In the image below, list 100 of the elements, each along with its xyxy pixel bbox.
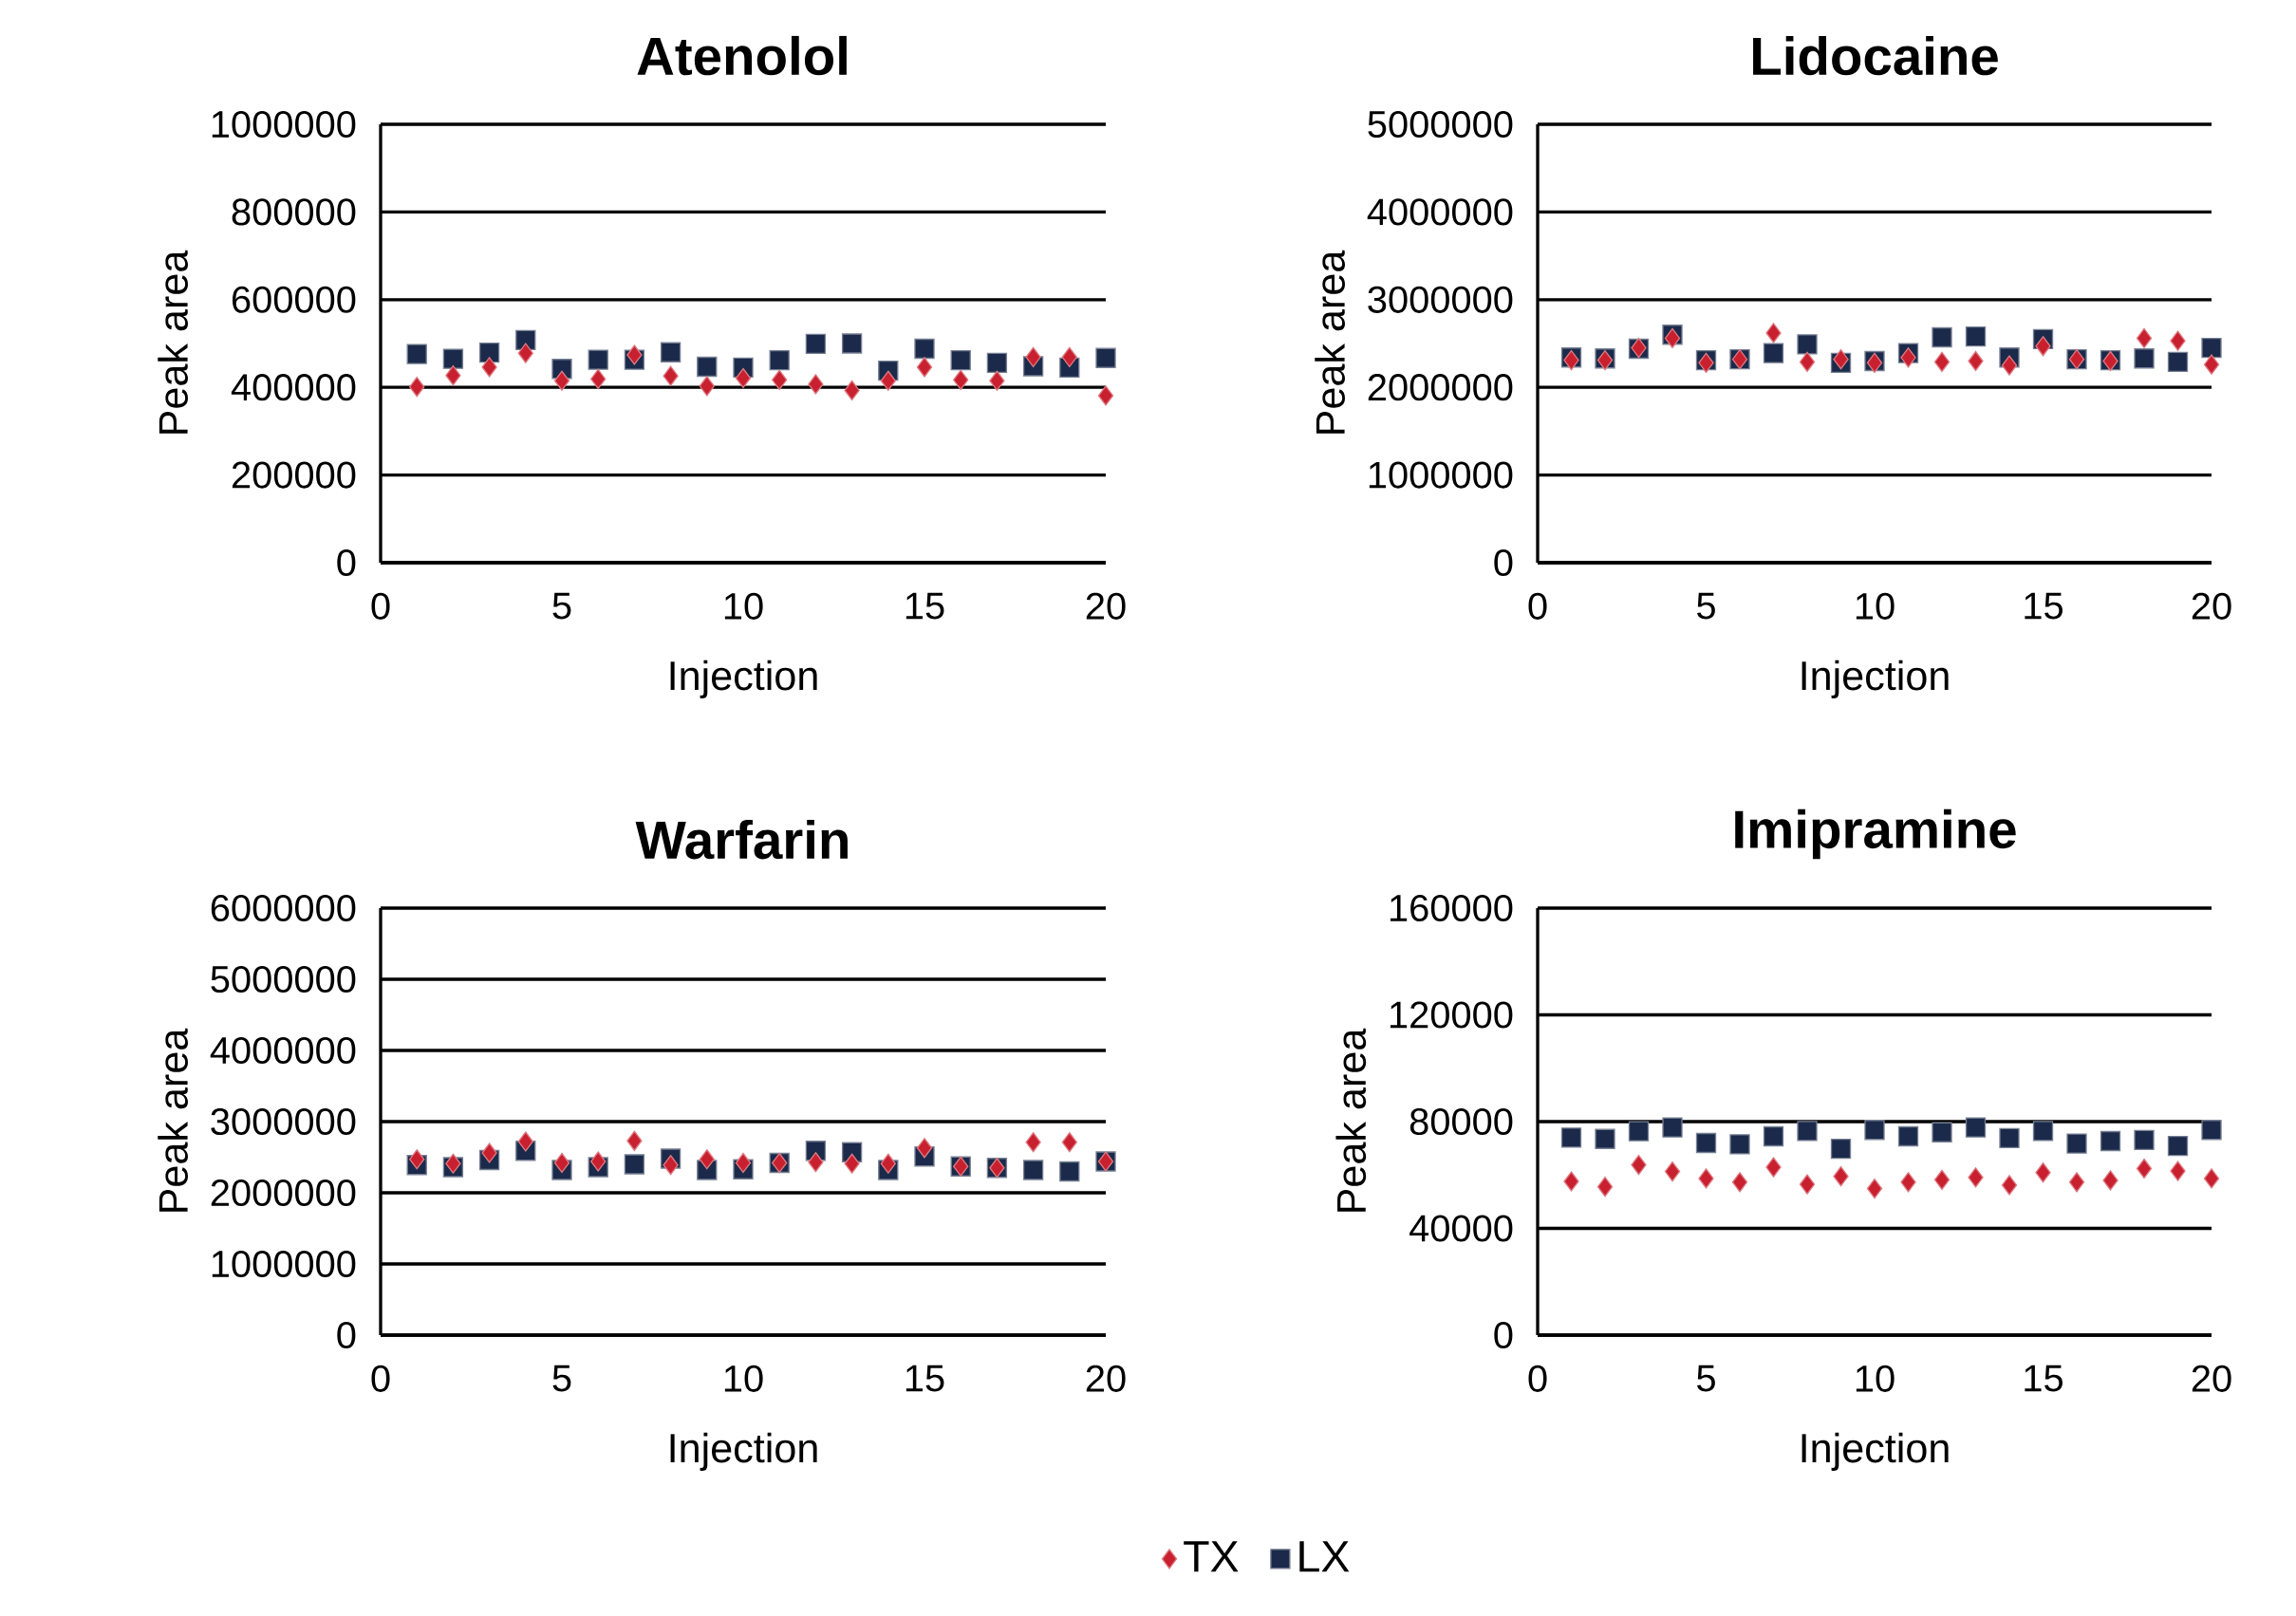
point [1061, 1132, 1077, 1153]
x-tick-label: 0 [1528, 592, 1547, 620]
point [2167, 351, 2189, 373]
point [1799, 351, 1816, 373]
point [1731, 1172, 1748, 1193]
point [1897, 1125, 1919, 1147]
point [1631, 1154, 1647, 1176]
y-tick-label: 4000000 [210, 1036, 356, 1065]
point [735, 1152, 752, 1174]
point [481, 1142, 497, 1163]
point [1563, 1171, 1579, 1192]
y-tick-label: 800000 [232, 198, 356, 226]
point [1933, 1169, 1951, 1190]
chart-title: Imipramine [1735, 808, 2016, 860]
point [445, 365, 461, 386]
point [2035, 1162, 2051, 1183]
point [1933, 351, 1951, 373]
point [1797, 1121, 1818, 1142]
point [1628, 1121, 1650, 1142]
point [697, 356, 718, 378]
point [1765, 323, 1782, 344]
point [2136, 1158, 2153, 1179]
point [2201, 337, 2222, 359]
point [2100, 1130, 2121, 1152]
y-tick-label: 0 [1494, 1321, 1513, 1349]
point [916, 357, 933, 378]
point [660, 342, 681, 362]
point [663, 365, 679, 386]
point [2167, 1135, 2189, 1157]
point [2066, 1133, 2087, 1154]
x-tick-label: 20 [2192, 1365, 2231, 1392]
chart-title: Lidocaine [1753, 35, 1998, 76]
point [553, 1152, 570, 1174]
y-tick-label: 120000 [1390, 1001, 1513, 1029]
point [478, 343, 500, 363]
point [626, 344, 643, 365]
y-tick-label: 1000000 [212, 1250, 356, 1278]
point [2102, 1170, 2119, 1191]
point [1965, 1117, 1987, 1138]
y-tick-label: 1000000 [212, 110, 356, 139]
point [1799, 1174, 1816, 1195]
point [1900, 1172, 1916, 1193]
x-tick-label: 20 [2192, 592, 2231, 620]
point [772, 369, 788, 391]
y-tick-label: 0 [337, 548, 356, 577]
chart-title: Atenolol [637, 35, 847, 76]
point [1866, 1178, 1883, 1199]
point [2170, 1161, 2186, 1181]
y-tick-label: 3000000 [1368, 286, 1513, 313]
x-axis-title: Injection [1801, 1432, 1949, 1471]
y-tick-label: 6000000 [211, 894, 356, 922]
y-axis-title: Peak area [158, 1028, 188, 1212]
point [1595, 1128, 1615, 1149]
x-tick-label: 0 [1528, 1365, 1547, 1392]
point [808, 1152, 824, 1173]
point [1968, 350, 1984, 372]
y-axis-title: Peak area [1335, 1028, 1367, 1212]
point [735, 367, 752, 389]
x-tick-label: 10 [1856, 592, 1895, 620]
x-tick-label: 15 [2025, 1365, 2063, 1392]
y-tick-label: 400000 [231, 374, 356, 401]
point [1097, 385, 1114, 406]
point [880, 370, 896, 391]
point [442, 348, 464, 369]
point [953, 369, 969, 391]
point [1864, 1120, 1885, 1141]
point [1729, 1134, 1750, 1155]
point [986, 352, 1008, 373]
y-tick-label: 40000 [1409, 1215, 1513, 1242]
y-tick-label: 2000000 [211, 1179, 356, 1207]
x-axis-title: Injection [1801, 659, 1949, 698]
x-tick-label: 15 [905, 1365, 944, 1392]
x-axis-title: Injection [670, 659, 817, 698]
x-tick-label: 10 [1856, 1365, 1895, 1392]
point [1932, 1122, 1952, 1142]
point [1022, 1160, 1044, 1180]
y-tick-label: 2000000 [1368, 374, 1513, 401]
point [1999, 1127, 2020, 1149]
point [517, 1131, 533, 1152]
point [841, 333, 863, 354]
y-tick-label: 3000000 [211, 1107, 356, 1136]
point [989, 370, 1005, 391]
point [663, 1155, 679, 1176]
point [2001, 1175, 2018, 1196]
point [1965, 325, 1987, 347]
point [1061, 346, 1077, 367]
x-tick-label: 5 [1697, 1365, 1715, 1392]
point [1833, 1165, 1849, 1187]
point [481, 357, 497, 378]
point [624, 1154, 645, 1175]
x-tick-label: 0 [371, 1365, 390, 1392]
x-tick-label: 0 [371, 592, 390, 620]
point [916, 1138, 933, 1159]
point [1765, 1157, 1782, 1178]
point [1095, 347, 1116, 368]
x-tick-label: 20 [1086, 1365, 1126, 1392]
point [1900, 347, 1916, 368]
point [1797, 334, 1818, 355]
point [769, 349, 790, 371]
point [1698, 1168, 1714, 1189]
